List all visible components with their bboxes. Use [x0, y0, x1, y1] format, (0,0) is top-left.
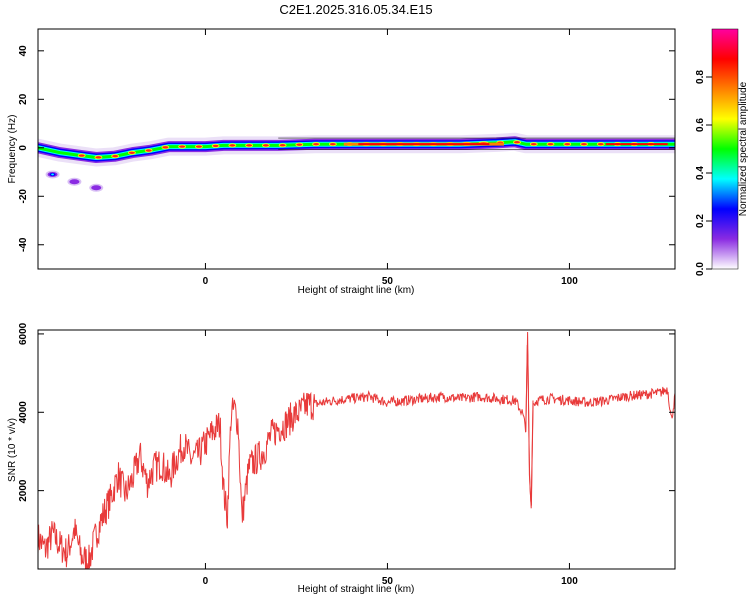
ridge-hotspot: [161, 145, 170, 150]
snr-xlabel: Height of straight line (km): [298, 584, 415, 595]
spectrogram-ytick-label: 0: [18, 145, 29, 151]
ridge-hotspot: [194, 144, 203, 149]
snr-ticks: 0 50 100 2000 4000 6000: [18, 322, 675, 587]
ridge-hotspot: [513, 140, 521, 145]
colorbar: 0.0 0.2 0.4 0.6 0.8 Normalized spectral ampl…: [695, 28, 749, 276]
snr-frame: [37, 329, 676, 570]
colorbar-tick-label: 0.6: [695, 118, 706, 132]
snr-ylabel: SNR (10 * v/v): [7, 418, 18, 482]
spectrogram-xtick-label: 0: [203, 276, 209, 287]
spectrogram-ylabel: Frequency (Hz): [7, 115, 18, 184]
colorbar-tick-label: 0.8: [695, 70, 706, 84]
spectrogram-ytick-label: 40: [18, 45, 29, 57]
snr-ytick-label: 2000: [18, 479, 29, 502]
snr-ytick-label: 6000: [18, 322, 29, 345]
ridge-hotspot: [596, 142, 605, 147]
spectrogram-panel: 0 50 100 -40 -20 0 20 40 Height of straight lin…: [7, 28, 676, 296]
blob: [91, 185, 102, 191]
ridge-hotspot: [261, 143, 270, 148]
ridge-hotspot: [546, 142, 555, 147]
spectrogram-ytick-label: 20: [18, 93, 29, 105]
ridge-hotspot: [77, 153, 86, 158]
colorbar-ticks: 0.0 0.2 0.4 0.6 0.8: [695, 70, 712, 276]
ridge-hotspot: [228, 143, 237, 148]
snr-ytick-label: 4000: [18, 401, 29, 424]
ridge-hotspot: [563, 142, 572, 147]
spectrogram-xtick-label: 100: [561, 276, 578, 287]
ridge-hotspot: [312, 142, 320, 147]
spectrogram-ytick-label: -40: [18, 237, 29, 252]
snr-xtick-label: 50: [382, 576, 394, 587]
ridge-hotspot: [278, 143, 287, 148]
ridge-hotspot: [111, 154, 120, 159]
snr-spike: [525, 331, 534, 509]
ridge-hotspot: [94, 155, 103, 160]
spectrogram-frame: [37, 28, 676, 270]
snr-xtick-label: 0: [203, 576, 209, 587]
ridge-hotspot: [529, 142, 538, 147]
ridge-hotspot: [211, 143, 220, 148]
spectrogram-xtick-label: 50: [382, 276, 394, 287]
colorbar-tick-label: 0.0: [695, 262, 706, 276]
ridge-hotspot: [178, 144, 187, 149]
blob-core-inner: [51, 173, 54, 176]
snr-plot: [38, 331, 675, 569]
ridge-hotspot: [128, 150, 136, 155]
snr-panel: 0 50 100 2000 4000 6000 Height of straight li…: [7, 322, 676, 595]
colorbar-tick-label: 0.4: [695, 166, 706, 180]
spectrogram-ytick-label: -20: [18, 189, 29, 204]
colorbar-label: Normalized spectral amplitude: [738, 81, 749, 216]
ridge-hotspot: [144, 148, 153, 153]
spectrogram-plot: [38, 132, 675, 192]
snr-series-line: [38, 344, 675, 569]
spectrogram-xlabel: Height of straight line (km): [298, 285, 415, 296]
colorbar-scale: [711, 28, 739, 270]
ridge-hotspot: [295, 142, 304, 147]
colorbar-tick-label: 0.2: [695, 214, 706, 228]
chart-title: C2E1.2025.316.05.34.E15: [279, 2, 432, 17]
ridge-hotspot: [328, 142, 337, 147]
snr-xtick-label: 100: [561, 576, 578, 587]
ridge-hotspot: [245, 143, 254, 148]
blob: [69, 179, 80, 185]
ridge-hotspot: [580, 142, 588, 147]
spectrogram-ticks: 0 50 100 -40 -20 0 20 40: [18, 29, 675, 287]
